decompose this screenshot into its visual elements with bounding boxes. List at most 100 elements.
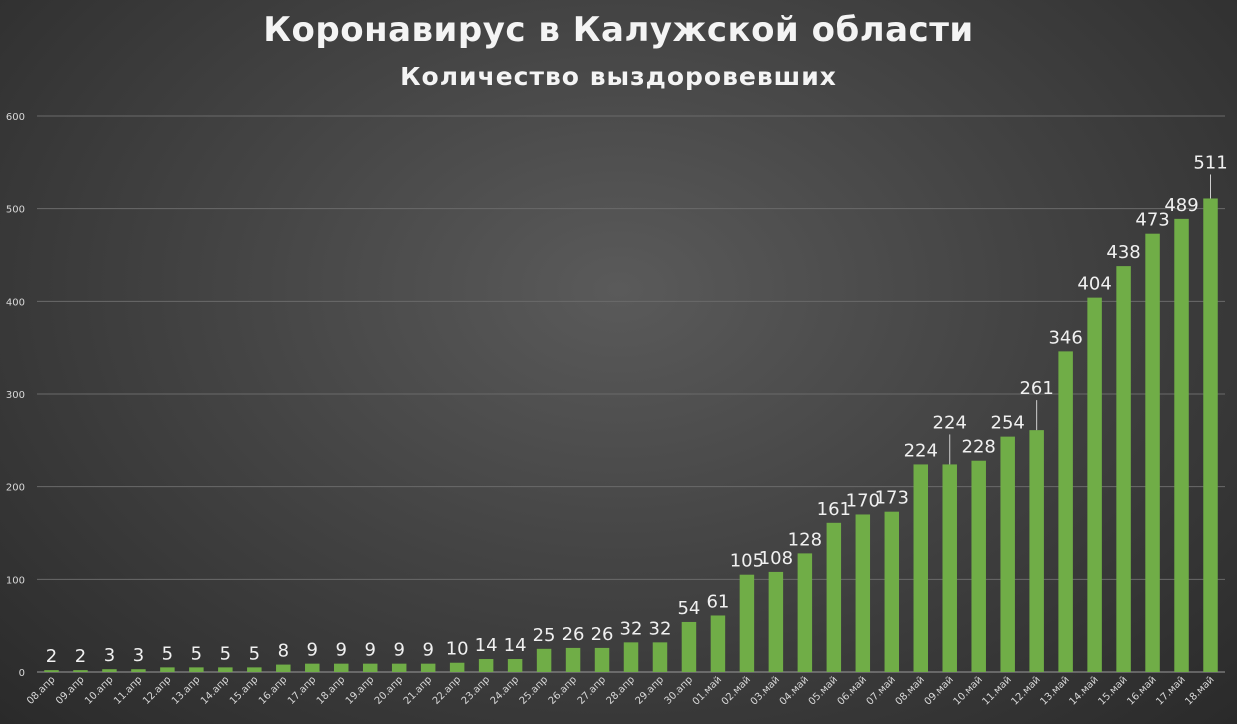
bar — [1087, 297, 1102, 672]
data-label: 438 — [1106, 242, 1140, 263]
y-tick-label: 300 — [6, 390, 25, 401]
bar — [334, 663, 349, 672]
data-label: 26 — [591, 624, 614, 645]
bar — [942, 464, 957, 672]
bar — [160, 667, 175, 672]
x-tick-label: 11.май — [981, 674, 1014, 707]
data-label: 9 — [393, 640, 404, 661]
data-label: 5 — [191, 643, 202, 664]
x-tick-label: 16.апр — [257, 674, 289, 706]
y-tick-label: 400 — [6, 297, 25, 308]
x-tick-label: 09.май — [923, 674, 956, 707]
data-label: 9 — [307, 640, 318, 661]
leader-lines — [949, 174, 1212, 465]
data-label: 224 — [933, 412, 967, 433]
x-tick-label: 05.май — [807, 674, 840, 707]
bar — [420, 663, 436, 672]
data-label: 105 — [730, 551, 764, 572]
x-tick-label: 22.апр — [431, 674, 463, 706]
data-label: 228 — [962, 437, 996, 458]
data-label: 254 — [991, 413, 1025, 434]
bar — [884, 511, 900, 672]
data-label: 128 — [788, 529, 822, 550]
bar — [913, 464, 928, 672]
bar — [565, 647, 581, 672]
data-label: 9 — [336, 640, 347, 661]
bar — [652, 642, 668, 672]
chart-subtitle: Количество выздоровевших — [400, 62, 837, 91]
data-label: 9 — [364, 640, 375, 661]
data-label: 14 — [475, 635, 498, 656]
bar — [1145, 233, 1160, 673]
bar — [189, 667, 204, 672]
bar — [1058, 351, 1073, 672]
x-tick-label: 13.май — [1038, 674, 1071, 707]
data-label: 173 — [875, 488, 909, 509]
x-tick-label: 08.май — [894, 674, 927, 707]
x-axis: 08.апр09.апр10.апр11.апр12.апр13.апр14.а… — [25, 674, 1216, 707]
data-label: 8 — [278, 641, 289, 662]
x-tick-label: 03.май — [749, 674, 782, 707]
x-tick-label: 21.апр — [402, 674, 434, 706]
x-tick-label: 14.апр — [199, 674, 231, 706]
bar — [276, 664, 291, 672]
bar — [478, 659, 494, 672]
bar — [623, 642, 639, 672]
bar — [710, 615, 726, 672]
x-tick-label: 12.май — [1009, 674, 1042, 707]
bar — [44, 670, 59, 672]
data-label: 473 — [1135, 210, 1169, 231]
x-tick-label: 24.апр — [489, 674, 521, 706]
data-label: 5 — [220, 643, 231, 664]
bar — [826, 522, 842, 672]
x-tick-label: 01.май — [691, 674, 724, 707]
bar — [1174, 218, 1189, 673]
data-label: 2 — [75, 646, 86, 667]
x-tick-label: 19.апр — [344, 674, 376, 706]
data-label: 3 — [104, 645, 115, 666]
data-label: 14 — [504, 635, 527, 656]
x-tick-label: 18.апр — [315, 674, 347, 706]
x-tick-label: 18.май — [1183, 674, 1216, 707]
y-axis: 0 100 200 300 400 500 600 — [6, 112, 25, 679]
data-label: 170 — [846, 490, 880, 511]
y-tick-label: 100 — [6, 575, 25, 586]
bar — [797, 553, 813, 672]
y-tick-label: 200 — [6, 483, 25, 494]
data-label: 32 — [649, 618, 672, 639]
bar — [73, 670, 88, 672]
bar — [391, 663, 407, 672]
bar — [247, 667, 262, 672]
data-label: 511 — [1193, 152, 1227, 173]
bar — [507, 659, 523, 672]
x-tick-label: 17.апр — [286, 674, 318, 706]
bars — [44, 198, 1218, 673]
bar — [768, 571, 784, 672]
x-tick-label: 15.май — [1096, 674, 1129, 707]
x-tick-label: 20.апр — [373, 674, 405, 706]
bar — [971, 460, 986, 672]
bar — [449, 662, 465, 672]
x-tick-label: 14.май — [1067, 674, 1100, 707]
x-tick-label: 16.май — [1125, 674, 1158, 707]
x-tick-label: 27.апр — [576, 674, 608, 706]
x-tick-label: 30.апр — [663, 674, 695, 706]
data-label: 32 — [620, 618, 643, 639]
bar — [305, 663, 320, 672]
bar — [1203, 198, 1218, 672]
bar — [1116, 266, 1131, 672]
chart-title: Коронавирус в Калужской области — [263, 10, 974, 50]
bar — [681, 621, 697, 672]
x-tick-label: 02.май — [720, 674, 753, 707]
x-tick-label: 15.апр — [228, 674, 260, 706]
data-label: 54 — [677, 598, 700, 619]
x-tick-label: 26.апр — [547, 674, 579, 706]
x-tick-label: 06.май — [836, 674, 869, 707]
x-tick-label: 28.апр — [605, 674, 637, 706]
data-label: 489 — [1164, 195, 1198, 216]
x-tick-label: 12.апр — [141, 674, 173, 706]
bar — [855, 514, 871, 672]
x-tick-label: 04.май — [778, 674, 811, 707]
data-label: 404 — [1077, 274, 1111, 295]
